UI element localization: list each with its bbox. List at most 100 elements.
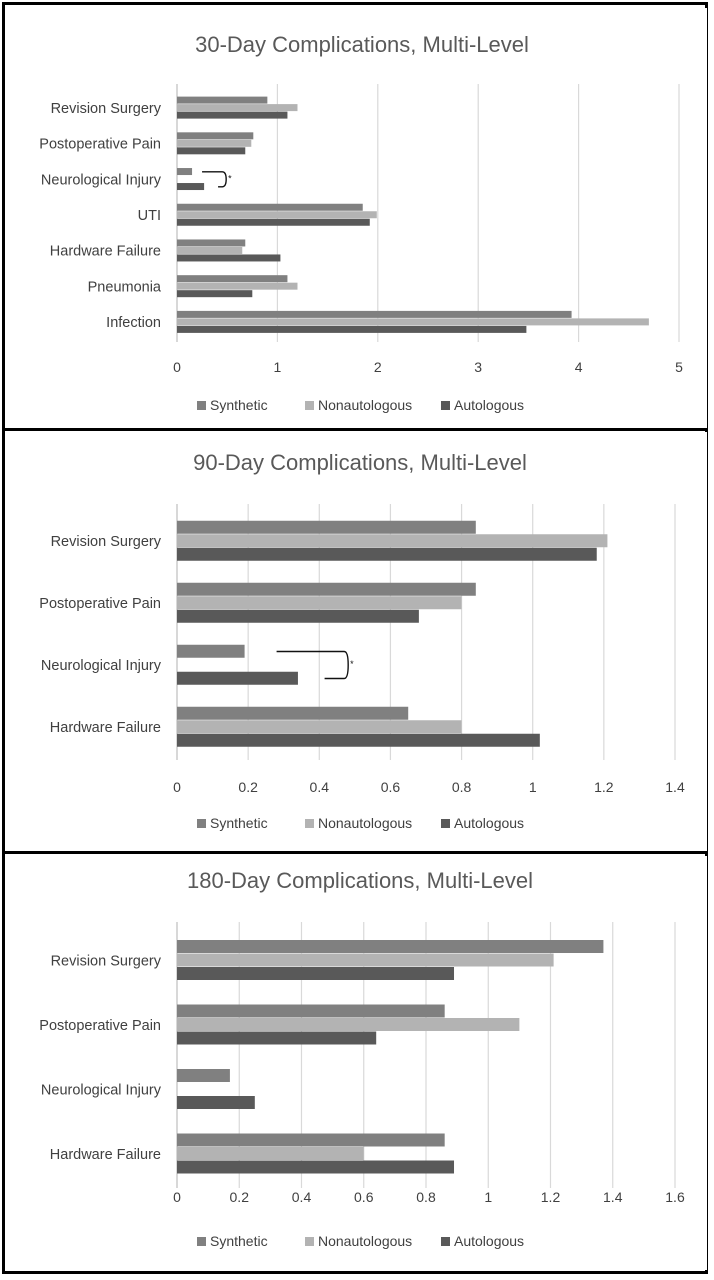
category-label-postoperative-pain: Postoperative Pain — [39, 1018, 161, 1034]
legend-label-synthetic: Synthetic — [210, 815, 268, 831]
category-label-postoperative-pain: Postoperative Pain — [39, 137, 161, 153]
legend-swatch-nonautologous — [305, 401, 314, 410]
bar-nonautologous-hardware-failure — [177, 246, 243, 254]
legend-swatch-nonautologous — [305, 819, 314, 828]
category-label-hardware-failure: Hardware Failure — [50, 244, 161, 260]
category-label-hardware-failure: Hardware Failure — [50, 1147, 161, 1163]
chart-panel-90-day: 90-Day Complications, Multi-Level 0 0.2 0.4… — [9, 432, 707, 852]
bar-nonautologous-postoperative-pain — [177, 139, 252, 147]
bar-synthetic-revision-surgery — [177, 520, 476, 534]
bar-nonautologous-pneumonia — [177, 282, 298, 290]
x-tick-label: 1 — [529, 779, 537, 795]
category-label-hardware-failure: Hardware Failure — [50, 720, 161, 736]
category-label-revision-surgery: Revision Surgery — [51, 534, 162, 550]
x-tick-label: 1.2 — [594, 779, 614, 795]
category-label-neurological-injury: Neurological Injury — [41, 172, 162, 188]
bar-synthetic-infection — [177, 310, 572, 318]
legend-label-nonautologous: Nonautologous — [318, 397, 412, 413]
chart-panel-180-day: 180-Day Complications, Multi-Level 0 0.2 0.… — [9, 856, 707, 1270]
bar-nonautologous-postoperative-pain — [177, 1018, 520, 1031]
bar-autologous-neurological-injury — [177, 671, 298, 685]
category-label-postoperative-pain: Postoperative Pain — [39, 596, 161, 612]
bar-synthetic-hardware-failure — [177, 706, 409, 720]
category-label-revision-surgery: Revision Surgery — [51, 101, 162, 117]
x-tick-label: 1.6 — [665, 1189, 685, 1205]
legend-swatch-synthetic — [197, 1237, 206, 1246]
x-tick-label: 0.4 — [292, 1189, 312, 1205]
bar-synthetic-neurological-injury — [177, 168, 193, 176]
x-tick-label: 1.4 — [603, 1189, 623, 1205]
bar-nonautologous-revision-surgery — [177, 104, 298, 112]
bar-synthetic-hardware-failure — [177, 1133, 445, 1147]
legend-label-synthetic: Synthetic — [210, 1233, 268, 1249]
bar-autologous-revision-surgery — [177, 111, 288, 119]
legend-label-autologous: Autologous — [454, 1233, 524, 1249]
bar-synthetic-postoperative-pain — [177, 582, 476, 596]
x-tick-label: 0.2 — [238, 779, 258, 795]
legend-label-nonautologous: Nonautologous — [318, 815, 412, 831]
bar-autologous-uti — [177, 218, 370, 226]
significance-marker: * — [350, 659, 354, 669]
x-tick-label: 0 — [173, 359, 181, 375]
x-tick-label: 0.6 — [354, 1189, 374, 1205]
legend-swatch-autologous — [441, 401, 450, 410]
category-label-pneumonia: Pneumonia — [88, 279, 162, 295]
bar-autologous-infection — [177, 325, 527, 333]
bar-autologous-pneumonia — [177, 290, 253, 298]
legend-swatch-synthetic — [197, 401, 206, 410]
bar-autologous-hardware-failure — [177, 1160, 455, 1174]
chart-title: 30-Day Complications, Multi-Level — [195, 32, 529, 57]
x-tick-label: 0.8 — [452, 779, 472, 795]
panel-divider — [2, 428, 708, 431]
bar-autologous-neurological-injury — [177, 183, 205, 191]
category-label-infection: Infection — [106, 315, 161, 331]
legend-label-autologous: Autologous — [454, 815, 524, 831]
bar-autologous-hardware-failure — [177, 254, 281, 262]
legend-swatch-synthetic — [197, 819, 206, 828]
legend-label-nonautologous: Nonautologous — [318, 1233, 412, 1249]
chart-30-day: 30-Day Complications, Multi-Level 0 1 2 3 4 5 R… — [39, 32, 683, 413]
bar-nonautologous-postoperative-pain — [177, 596, 462, 610]
significance-bracket — [202, 171, 227, 188]
bar-synthetic-postoperative-pain — [177, 1004, 445, 1018]
chart-90-day: 90-Day Complications, Multi-Level 0 0.2 0.4… — [39, 450, 685, 831]
bar-autologous-neurological-injury — [177, 1096, 255, 1109]
bar-autologous-postoperative-pain — [177, 1031, 377, 1045]
x-tick-label: 5 — [675, 359, 683, 375]
bar-nonautologous-revision-surgery — [177, 953, 554, 967]
bar-autologous-revision-surgery — [177, 967, 455, 980]
legend-swatch-nonautologous — [305, 1237, 314, 1246]
category-label-revision-surgery: Revision Surgery — [51, 953, 162, 969]
chart-panel-30-day: 30-Day Complications, Multi-Level 0 1 2 3 4 5 R… — [9, 8, 707, 428]
chart-title: 90-Day Complications, Multi-Level — [193, 450, 527, 475]
chart-180-day: 180-Day Complications, Multi-Level 0 0.2 0.… — [39, 868, 685, 1249]
bar-synthetic-pneumonia — [177, 275, 288, 283]
legend-swatch-autologous — [441, 1237, 450, 1246]
panel-divider — [2, 851, 708, 854]
bar-autologous-postoperative-pain — [177, 147, 246, 155]
x-tick-label: 0 — [173, 779, 181, 795]
x-tick-label: 1 — [274, 359, 282, 375]
bar-synthetic-neurological-injury — [177, 1069, 230, 1082]
category-label-neurological-injury: Neurological Injury — [41, 1082, 162, 1098]
bar-nonautologous-infection — [177, 318, 649, 326]
bar-nonautologous-uti — [177, 211, 377, 219]
x-tick-label: 1.4 — [665, 779, 685, 795]
category-label-uti: UTI — [138, 208, 161, 224]
bar-autologous-revision-surgery — [177, 547, 597, 561]
significance-bracket — [276, 650, 349, 680]
bar-nonautologous-hardware-failure — [177, 1147, 364, 1160]
category-label-neurological-injury: Neurological Injury — [41, 658, 162, 674]
x-tick-label: 1.2 — [541, 1189, 561, 1205]
bar-nonautologous-revision-surgery — [177, 534, 608, 548]
bar-autologous-hardware-failure — [177, 733, 540, 747]
x-tick-label: 3 — [474, 359, 482, 375]
x-tick-label: 4 — [575, 359, 583, 375]
bar-synthetic-neurological-injury — [177, 644, 245, 658]
legend-label-autologous: Autologous — [454, 397, 524, 413]
x-tick-label: 0.6 — [381, 779, 401, 795]
x-tick-label: 0.2 — [230, 1189, 250, 1205]
bar-nonautologous-hardware-failure — [177, 720, 462, 734]
bar-synthetic-revision-surgery — [177, 940, 604, 953]
bar-synthetic-revision-surgery — [177, 96, 268, 104]
